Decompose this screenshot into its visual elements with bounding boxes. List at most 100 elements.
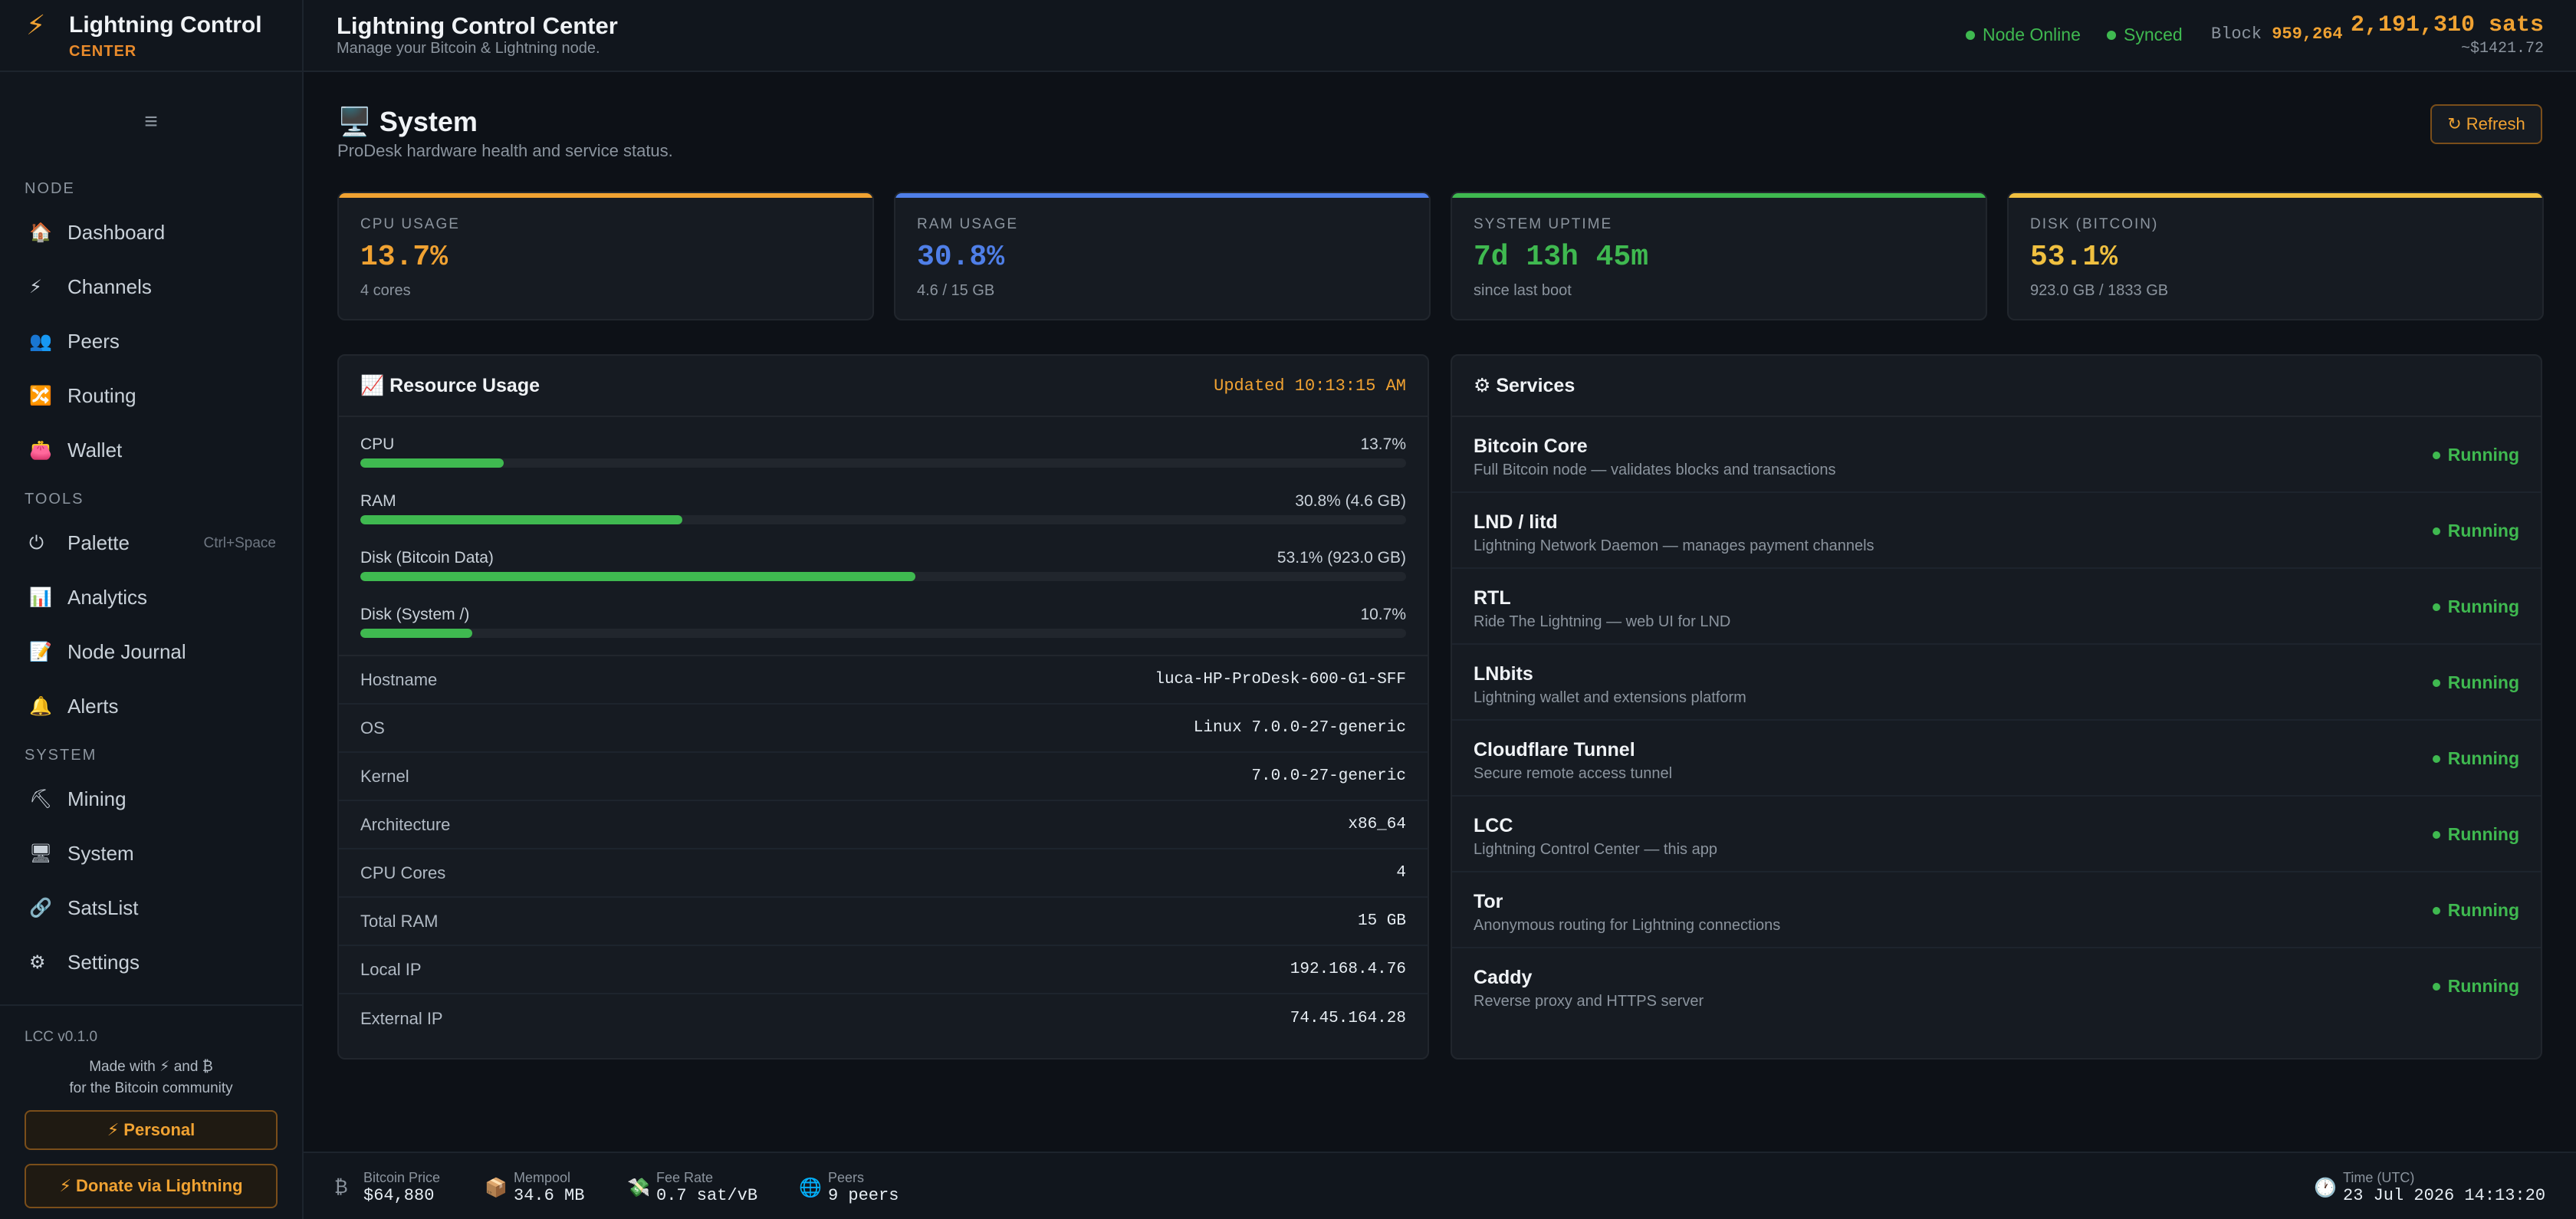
info-row-local-ip: Local IP 192.168.4.76 [339, 946, 1428, 994]
service-name: Cloudflare Tunnel [1474, 739, 1635, 761]
resource-label: CPU [360, 435, 395, 453]
sidebar-item-satslist[interactable]: 🔗 SatsList [0, 881, 302, 935]
service-row-bitcoin-core[interactable]: Bitcoin Core Full Bitcoin node — validate… [1452, 417, 2541, 493]
service-row-lcc[interactable]: LCC Lightning Control Center — this app Ru… [1452, 797, 2541, 872]
sidebar-item-label: Routing [67, 384, 136, 407]
info-row-hostname: Hostname luca-HP-ProDesk-600-G1-SFF [339, 656, 1428, 705]
service-status-badge: Running [2432, 596, 2519, 617]
sidebar-item-palette[interactable]: ⏻ Palette Ctrl+Space [0, 516, 302, 570]
resource-label: Disk (Bitcoin Data) [360, 549, 494, 567]
progress-track [360, 629, 1406, 638]
sidebar-item-system[interactable]: 🖥 System [0, 826, 302, 881]
section-label-node: NODE [25, 179, 75, 197]
analytics-icon: 📊 [29, 587, 52, 608]
service-description: Reverse proxy and HTTPS server [1474, 993, 1704, 1010]
app-subtitle: Manage your Bitcoin & Lightning node. [337, 40, 600, 57]
resource-value: 30.8% (4.6 GB) [1295, 492, 1406, 510]
section-label-tools: TOOLS [25, 490, 84, 508]
sidebar-item-dashboard[interactable]: 🏠 Dashboard [0, 205, 302, 260]
sidebar-item-alerts[interactable]: 🔔 Alerts [0, 679, 302, 734]
status-dot-icon [2432, 527, 2440, 535]
info-key: OS [360, 718, 385, 738]
status-dot-icon [2107, 30, 2116, 40]
status-dot-icon [2432, 830, 2440, 839]
info-value: luca-HP-ProDesk-600-G1-SFF [1155, 671, 1406, 688]
info-key: External IP [360, 1008, 443, 1028]
stat-label: DISK (BITCOIN) [2030, 216, 2159, 232]
dashboard-icon: 🏠 [29, 222, 52, 243]
service-description: Lightning Network Daemon — manages payme… [1474, 537, 1875, 554]
sidebar-item-label: Channels [67, 275, 152, 298]
stat-value: 53.1% [2030, 241, 2118, 274]
status-dot-icon [2432, 906, 2440, 915]
sidebar-item-peers[interactable]: 👥 Peers [0, 314, 302, 369]
resource-label: RAM [360, 492, 396, 510]
peer-count: 🌐 Peers 9 peers [799, 1170, 899, 1205]
service-row-lnd-litd[interactable]: LND / litd Lightning Network Daemon — man… [1452, 493, 2541, 569]
stat-accent-bar [339, 193, 872, 198]
sidebar-item-settings[interactable]: ⚙ Settings [0, 935, 302, 990]
info-row-architecture: Architecture x86_64 [339, 801, 1428, 849]
sidebar-item-label: Settings [67, 951, 140, 974]
updated-timestamp: Updated 10:13:15 AM [1214, 376, 1406, 396]
stat-value: 7d 13h 45m [1474, 241, 1649, 274]
made-with-text: Made with ⚡ and ₿ for the Bitcoin commun… [69, 1059, 233, 1096]
progress-track [360, 515, 1406, 524]
personal-button[interactable]: ⚡ Personal [25, 1110, 278, 1150]
brand-logo[interactable]: ⚡ Lightning Control CENTER [0, 0, 302, 72]
refresh-button[interactable]: ↻ Refresh [2430, 104, 2542, 144]
wallet-balance-usd: ~$1421.72 [2460, 40, 2544, 58]
resource-usage-title: 📈 Resource Usage [360, 374, 540, 396]
service-row-tor[interactable]: Tor Anonymous routing for Lightning conne… [1452, 872, 2541, 948]
info-value: 192.168.4.76 [1290, 961, 1406, 978]
sidebar-item-label: Node Journal [67, 640, 186, 663]
sidebar-item-label: Wallet [67, 439, 123, 462]
info-row-total-ram: Total RAM 15 GB [339, 898, 1428, 946]
brand-name: Lightning Control [69, 12, 262, 38]
resource-value: 13.7% [1360, 435, 1406, 453]
routing-icon: 🔀 [29, 386, 52, 406]
clock-icon: 🕐 [2314, 1177, 2337, 1198]
info-value: Linux 7.0.0-27-generic [1193, 719, 1406, 737]
stat-card-ram-usage: RAM USAGE 30.8% 4.6 / 15 GB [894, 192, 1431, 320]
sidebar-item-mining[interactable]: ⛏ Mining [0, 772, 302, 826]
satslist-icon: 🔗 [29, 898, 52, 918]
stat-sub: since last boot [1474, 282, 1572, 299]
sidebar-item-channels[interactable]: ⚡ Channels [0, 260, 302, 314]
stat-accent-bar [895, 193, 1429, 198]
service-description: Anonymous routing for Lightning connecti… [1474, 917, 1781, 934]
stat-card-disk-bitcoin: DISK (BITCOIN) 53.1% 923.0 GB / 1833 GB [2007, 192, 2544, 320]
service-name: Tor [1474, 891, 1503, 912]
sidebar-item-routing[interactable]: 🔀 Routing [0, 369, 302, 423]
menu-toggle-icon[interactable]: ≡ [144, 109, 158, 134]
sidebar-item-wallet[interactable]: 👛 Wallet [0, 423, 302, 478]
service-description: Ride The Lightning — web UI for LND [1474, 613, 1731, 630]
info-row-cpu-cores: CPU Cores 4 [339, 849, 1428, 898]
utc-time: 🕐 Time (UTC) 23 Jul 2026 14:13:20 [2314, 1170, 2546, 1205]
sidebar-item-label: Alerts [67, 695, 119, 718]
service-name: LND / litd [1474, 511, 1558, 533]
info-key: Hostname [360, 669, 438, 689]
info-key: Kernel [360, 766, 409, 786]
stat-value: 13.7% [360, 241, 449, 274]
stat-label: CPU USAGE [360, 216, 460, 232]
service-description: Lightning Control Center — this app [1474, 841, 1717, 858]
stat-accent-bar [1452, 193, 1986, 198]
status-dot-icon [2432, 603, 2440, 611]
sidebar-item-node-journal[interactable]: 📝 Node Journal [0, 625, 302, 679]
service-row-caddy[interactable]: Caddy Reverse proxy and HTTPS server Runni… [1452, 948, 2541, 1024]
sidebar-item-analytics[interactable]: 📊 Analytics [0, 570, 302, 625]
service-status-badge: Running [2432, 748, 2519, 769]
globe-icon: 🌐 [799, 1177, 822, 1198]
service-status-badge: Running [2432, 445, 2519, 465]
donate-button[interactable]: ⚡ Donate via Lightning [25, 1164, 278, 1208]
info-value: x86_64 [1348, 816, 1406, 833]
service-row-lnbits[interactable]: LNbits Lightning wallet and extensions pl… [1452, 645, 2541, 721]
fee-icon: 💸 [627, 1177, 650, 1198]
resource-usage-panel: 📈 Resource Usage Updated 10:13:15 AM CPU… [337, 354, 1429, 1060]
fee-rate: 💸 Fee Rate 0.7 sat/vB [627, 1170, 758, 1205]
service-row-rtl[interactable]: RTL Ride The Lightning — web UI for LND Ru… [1452, 569, 2541, 645]
node-journal-icon: 📝 [29, 642, 52, 662]
service-row-cloudflare-tunnel[interactable]: Cloudflare Tunnel Secure remote access tu… [1452, 721, 2541, 797]
info-row-os: OS Linux 7.0.0-27-generic [339, 705, 1428, 753]
